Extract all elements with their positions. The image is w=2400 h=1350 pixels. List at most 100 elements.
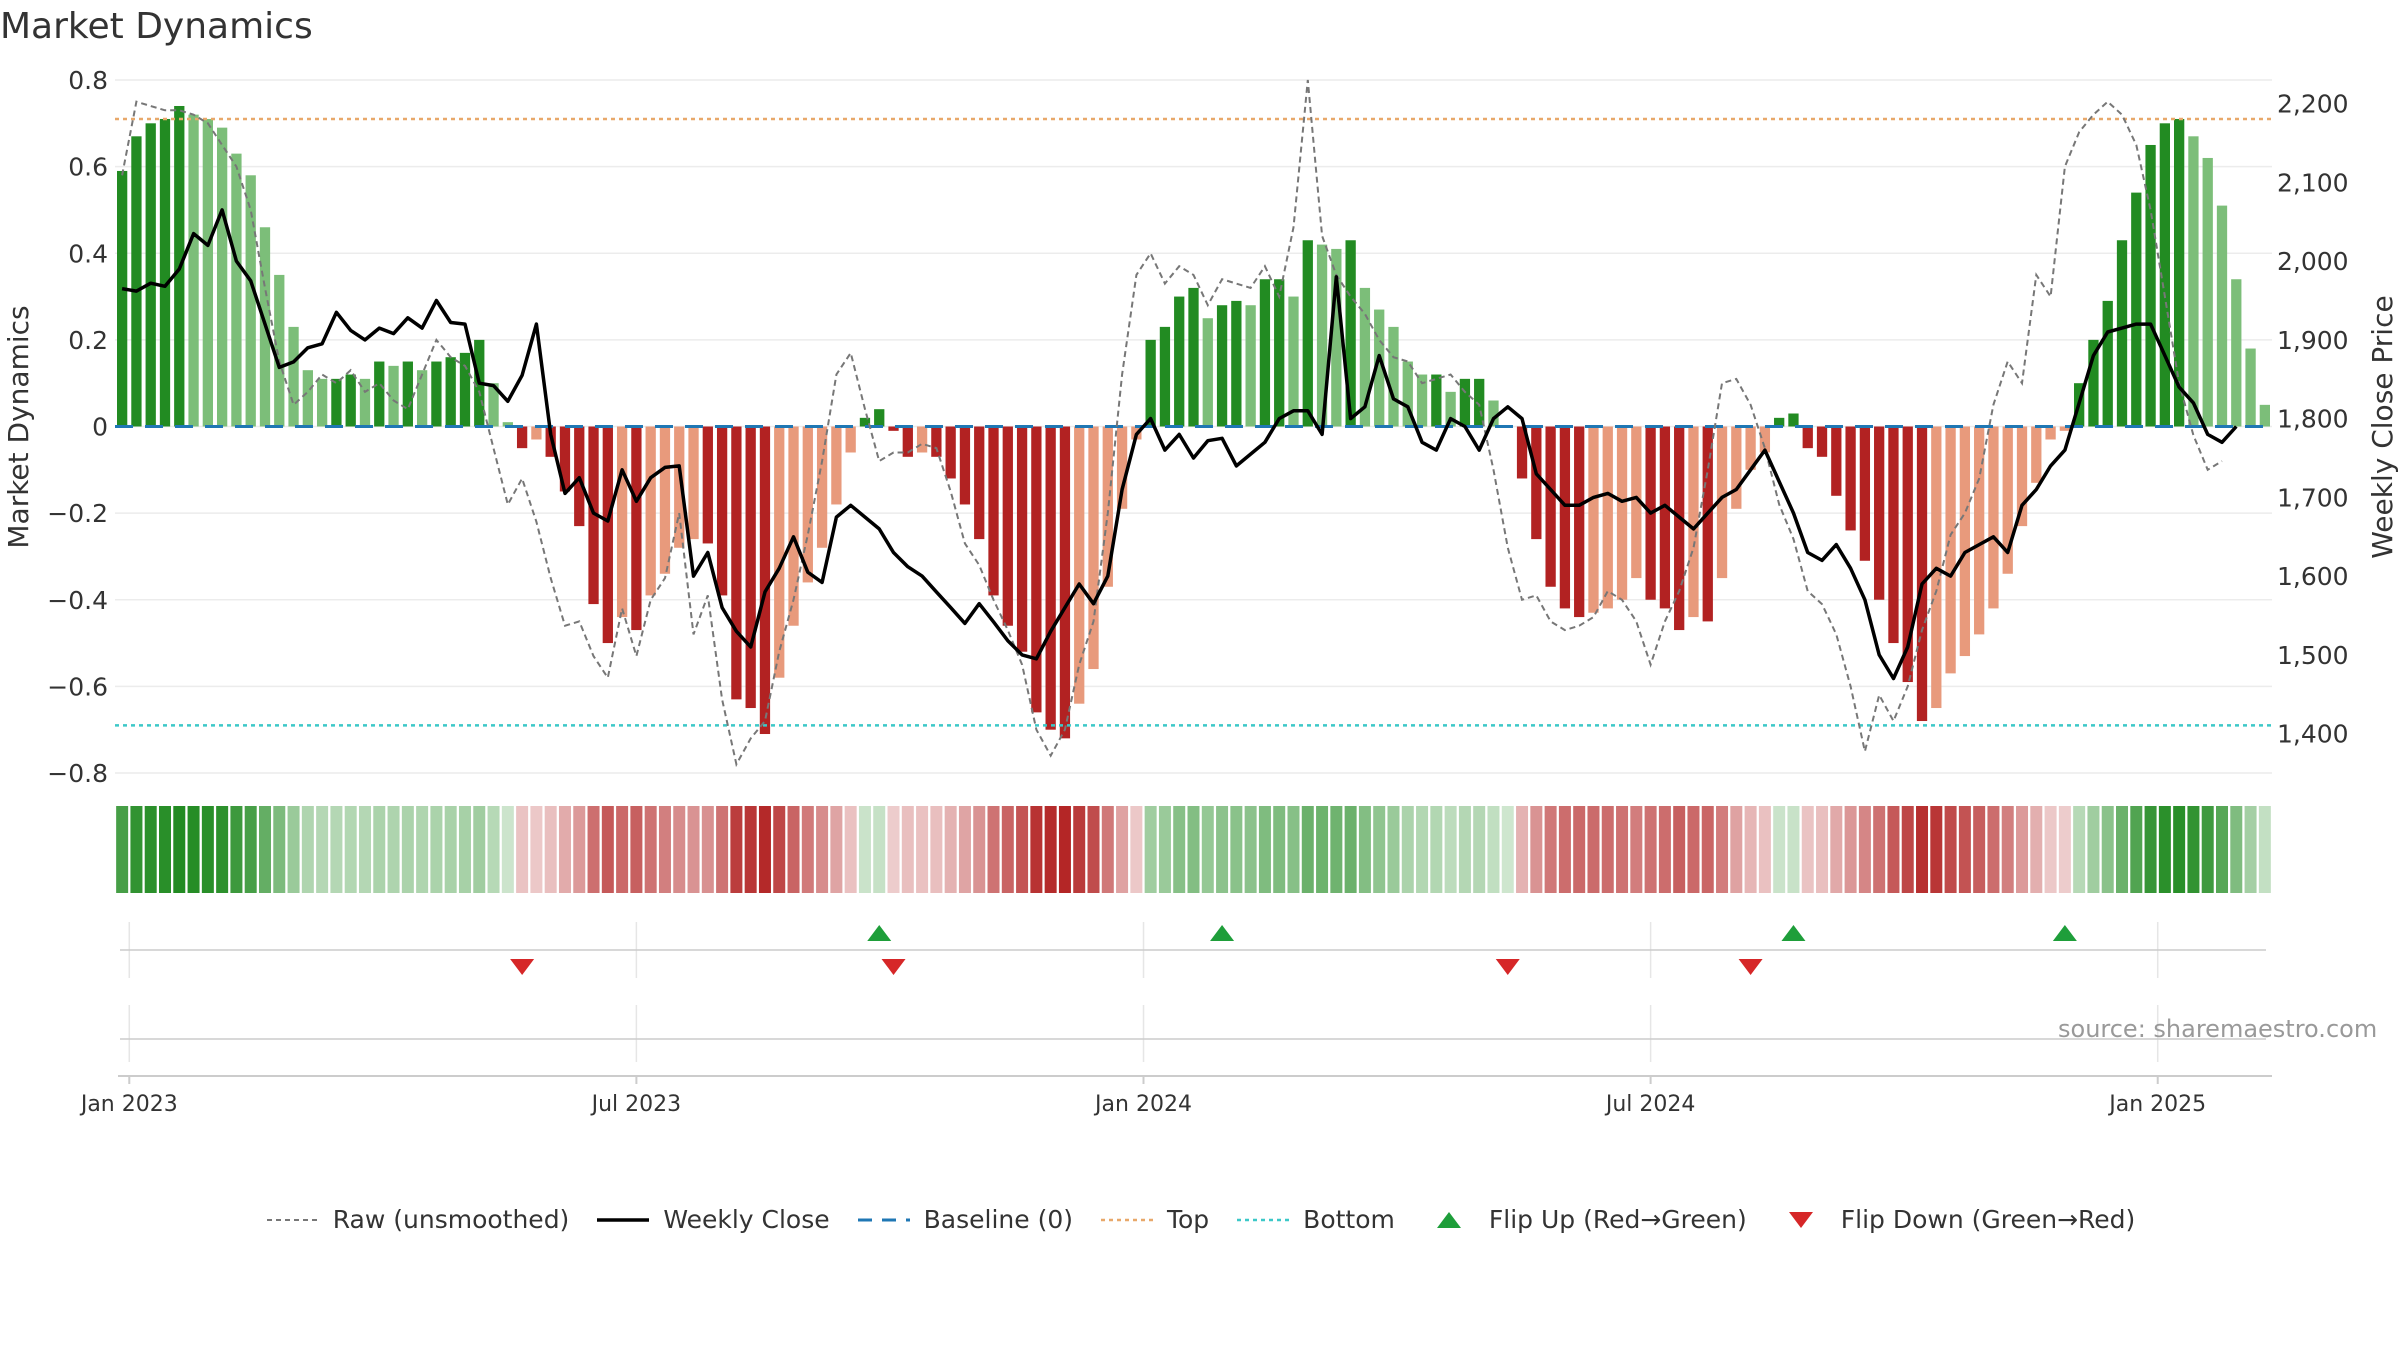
flip-down-marker [881,959,906,975]
state-cell [1416,806,1429,893]
dynamics-bar [1959,426,1971,657]
top-legend-label: Top [1166,1205,1210,1234]
state-cell [1258,806,1271,893]
dynamics-bar [231,153,242,427]
state-cell [1816,806,1829,893]
state-cell [758,806,771,893]
dynamics-bar [688,426,699,540]
dynamics-bar [1359,287,1371,427]
right-axis-title: Weekly Close Price [2366,295,2399,558]
state-cell [1573,806,1586,893]
state-cell [1358,806,1371,893]
dynamics-bar [845,426,856,453]
dynamics-bar [1174,296,1185,427]
state-cell [116,806,129,893]
dynamics-bar [1831,426,1842,496]
dynamics-bar [1574,426,1585,618]
state-cell [544,806,557,893]
bottom-legend-swatch [1237,1218,1290,1221]
dynamics-bar [1788,413,1799,427]
dynamics-bar [1159,326,1171,427]
dynamics-bar [274,274,285,427]
dynamics-bar [1402,361,1413,427]
state-cell [2201,806,2214,893]
dynamics-bar [374,361,385,427]
state-cell [1716,806,1729,893]
dynamics-bar [1002,426,1013,626]
dynamics-bar [1945,426,1956,674]
state-cell [144,806,157,893]
axes: 0.8 0.6 0.4 0.2 0 −0.2 −0.4 −0.6 −0.8 2,200 2,100 2… [2,66,2399,788]
left-tick-label: 0.2 [68,326,108,355]
x-axis: Jan 2023 Jul 2023 Jan 2024 Jul 2024 Jan 2025… [79,1075,2272,1117]
x-tick-label: Jan 2024 [1093,1092,1192,1117]
dynamics-bar [1074,426,1085,704]
dynamics-bar [2116,240,2128,427]
flipup-legend-swatch [1436,1211,1461,1228]
state-cell [1901,806,1914,893]
state-cell [387,806,400,893]
x-tick-label: Jan 2025 [2107,1092,2206,1117]
flip-down-marker [510,959,535,975]
dynamics-bar [1474,378,1485,427]
dynamics-bar [859,417,871,427]
dynamics-bar [245,175,256,427]
right-tick-label: 1,800 [2277,405,2349,434]
dynamics-bar [731,426,742,700]
dynamics-bar [674,426,685,548]
state-cell [201,806,214,893]
dynamics-bar [1445,391,1456,427]
dynamics-bar [774,426,785,678]
state-cell [1073,806,1086,893]
dynamics-bar [2245,348,2256,427]
state-cell [1801,806,1814,893]
state-cell [658,806,671,893]
dynamics-bar [502,422,513,427]
dynamics-bar [288,326,299,427]
state-cell [858,806,871,893]
dynamics-bar [1102,426,1113,587]
dynamics-bar [359,378,371,427]
dynamics-bar [1545,426,1556,587]
dynamics-bar [2088,339,2099,427]
dynamics-bar [988,426,999,596]
dynamics-bar [1916,426,1928,722]
baseline-legend-swatch [857,1218,910,1221]
state-cell [1144,806,1157,893]
state-cell [2187,806,2200,893]
state-cell [816,806,829,893]
state-cell [187,806,200,893]
dynamics-bar [2231,279,2242,427]
right-tick-label: 2,000 [2277,247,2349,276]
close-series [121,208,2238,681]
dynamics-bar [788,426,799,626]
dynamics-bar [888,426,899,431]
left-tick-label: −0.2 [47,499,108,528]
state-cell [1844,806,1857,893]
state-cell [1173,806,1186,893]
left-tick-label: 0.4 [68,239,108,268]
state-cell [1658,806,1671,893]
dynamics-bar [1145,339,1156,427]
state-cell [1601,806,1614,893]
state-cell [316,806,329,893]
state-cell [1973,806,1986,893]
state-cell [1673,806,1686,893]
x-tick-label: Jul 2024 [1604,1092,1696,1117]
state-cell [958,806,971,893]
state-cell [1058,806,1071,893]
state-cell [844,806,857,893]
state-cell [1444,806,1457,893]
state-cell [1458,806,1471,893]
dynamics-bar [716,426,728,596]
dynamics-bar [1659,426,1671,609]
state-cell [173,806,186,893]
dynamics-bar [1302,240,1313,427]
state-cell [516,806,529,893]
dynamics-bar [216,127,228,427]
state-cell [244,806,257,893]
state-cell [1001,806,1014,893]
dynamics-bar [2059,426,2071,431]
dynamics-bar [802,426,813,583]
dynamics-bar [1845,426,1856,531]
